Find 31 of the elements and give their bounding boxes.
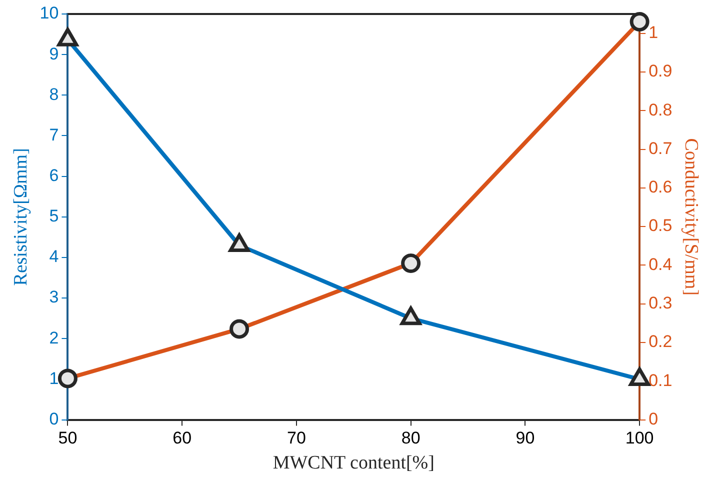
y2-tick-label: 0.4 [648,254,672,274]
y-tick-label: 5 [49,206,59,226]
y2-tick-label: 0.9 [648,62,672,81]
y2-tick-label: 0.3 [648,294,672,313]
y-tick-label: 4 [49,247,59,266]
y2-tick-label: 0.2 [648,332,672,352]
y2-tick-label: 1 [648,23,658,42]
y-axis-title: Resistivity[Ωmm] [10,148,32,286]
y-tick-label: 6 [49,166,59,186]
y-tick-label: 7 [49,125,59,144]
y-tick-label: 1 [49,368,59,388]
x-axis-title: MWCNT content[%] [272,452,434,474]
y-tick-label: 0 [49,409,59,428]
x-tick-label: 100 [625,428,654,448]
x-tick-label: 50 [58,428,78,448]
y2-tick-label: 0.7 [648,138,672,158]
y2-tick-label: 0.5 [648,216,672,236]
y2-tick-label: 0 [648,409,658,428]
x-tick-label: 70 [286,428,306,448]
y2-tick-label: 0.1 [648,370,672,390]
y2-tick-label: 0.8 [648,100,672,120]
x-tick-label: 80 [401,428,420,448]
y2-tick-label: 0.6 [648,178,672,197]
x-tick-label: 60 [172,428,192,448]
y-tick-label: 3 [49,288,59,307]
y-tick-label: 2 [49,328,59,348]
y-tick-label: 10 [40,4,59,23]
y-tick-label: 9 [49,44,59,64]
y2-axis-title: Conductivity[S/mm] [680,138,702,296]
y-tick-label: 8 [49,84,59,104]
x-tick-label: 90 [516,428,535,448]
